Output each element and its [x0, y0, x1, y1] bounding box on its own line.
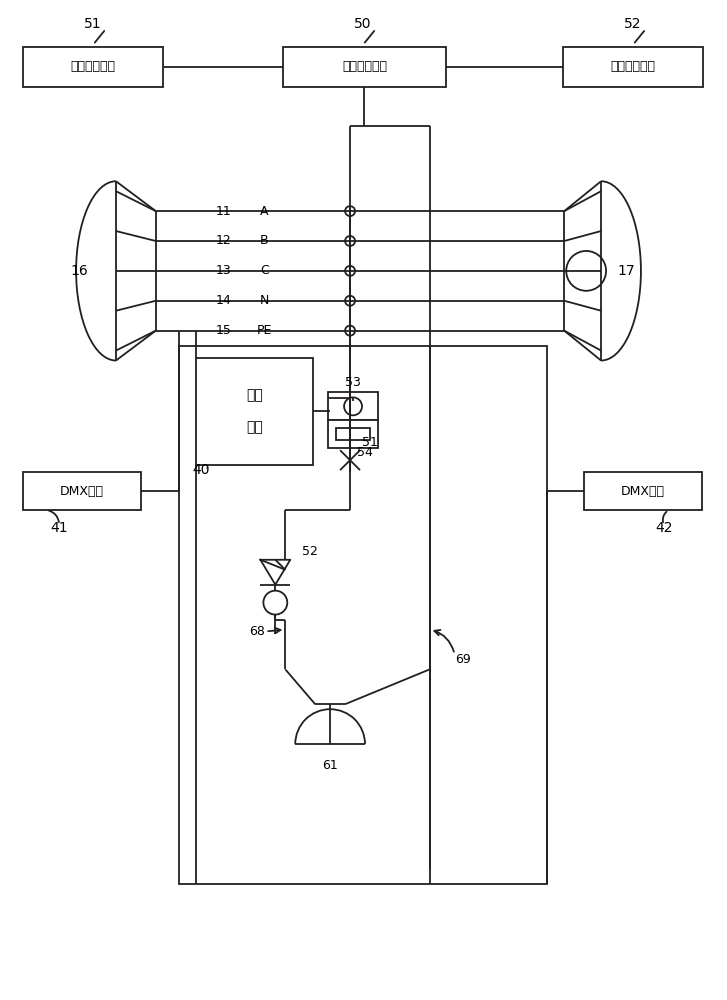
Text: N: N [260, 294, 269, 307]
Text: DMX输出: DMX输出 [621, 485, 665, 498]
Text: 14: 14 [216, 294, 231, 307]
Text: C: C [260, 264, 269, 277]
Text: 网络信号输出: 网络信号输出 [71, 60, 116, 73]
Bar [284, 47, 446, 87]
Text: 调光: 调光 [246, 388, 262, 402]
Text: 51: 51 [362, 436, 378, 449]
Text: 12: 12 [216, 234, 231, 247]
Bar [196, 358, 313, 465]
Text: 68: 68 [249, 625, 265, 638]
Text: 61: 61 [322, 759, 338, 772]
Bar [23, 47, 163, 87]
Text: 16: 16 [71, 264, 88, 278]
Text: 53: 53 [345, 376, 361, 389]
Text: 17: 17 [617, 264, 635, 278]
Text: 69: 69 [454, 653, 470, 666]
Text: 51: 51 [84, 17, 102, 31]
Text: B: B [260, 234, 269, 247]
Text: 15: 15 [216, 324, 231, 337]
Bar [328, 392, 378, 420]
Text: 网络信号输出: 网络信号输出 [611, 60, 656, 73]
Text: 控制: 控制 [246, 420, 262, 434]
Bar [585, 472, 702, 510]
Text: 52: 52 [624, 17, 642, 31]
Polygon shape [260, 560, 290, 585]
Text: 41: 41 [50, 521, 68, 535]
Text: 42: 42 [655, 521, 672, 535]
Bar [336, 428, 370, 440]
Text: 52: 52 [302, 545, 318, 558]
Text: 50: 50 [354, 17, 371, 31]
Text: 40: 40 [192, 463, 209, 477]
Text: 54: 54 [357, 446, 373, 459]
Text: 11: 11 [216, 205, 231, 218]
Bar [563, 47, 703, 87]
Text: DMX输入: DMX输入 [60, 485, 104, 498]
Text: 13: 13 [216, 264, 231, 277]
Bar [23, 472, 141, 510]
Bar [328, 420, 378, 448]
Bar [179, 346, 547, 884]
Text: A: A [260, 205, 269, 218]
Text: 网络监测单元: 网络监测单元 [342, 60, 387, 73]
Text: PE: PE [257, 324, 272, 337]
